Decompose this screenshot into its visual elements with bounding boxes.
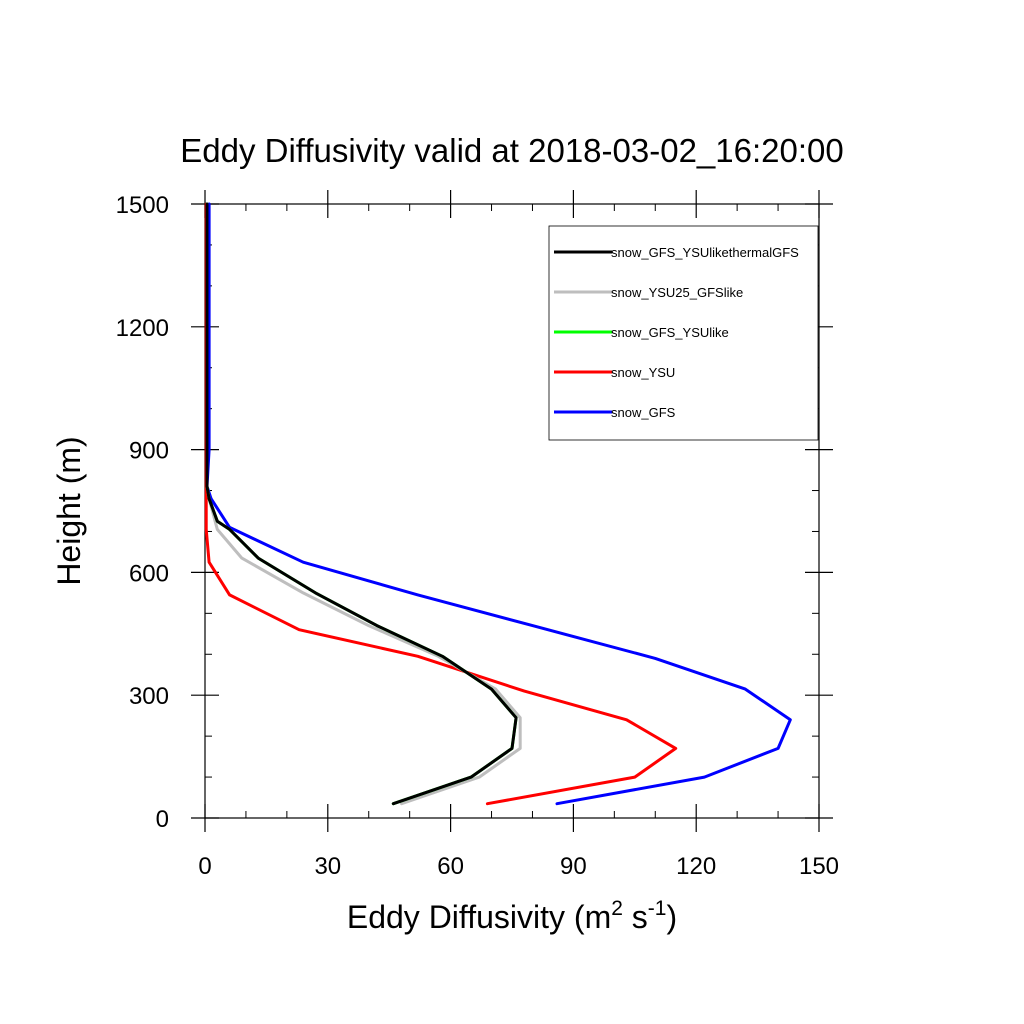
y-tick-label: 600 xyxy=(129,560,169,587)
x-tick-labels: 0 30 60 90 120 150 xyxy=(198,853,839,880)
y-tick-label: 0 xyxy=(156,806,169,833)
y-tick-labels: 0 300 600 900 1200 1500 xyxy=(116,192,169,833)
x-tick-label: 120 xyxy=(676,853,716,880)
y-axis-label: Height (m) xyxy=(51,436,87,585)
series-line-snow_GFS_YSUlikethermalGFS xyxy=(205,202,518,806)
x-axis-label-end: ) xyxy=(666,899,677,935)
x-axis-label-sup2: -1 xyxy=(648,897,667,920)
x-tick-label: 30 xyxy=(314,853,341,880)
legend-items: snow_GFS_YSUlikethermalGFS snow_YSU25_GFS… xyxy=(554,245,799,420)
x-tick-label: 150 xyxy=(799,853,839,880)
series-line-snow_YSU25_GFSlike xyxy=(205,202,522,806)
legend-label: snow_YSU xyxy=(611,365,675,380)
legend: snow_GFS_YSUlikethermalGFS snow_YSU25_GFS… xyxy=(548,225,819,441)
series-line-snow_GFS_YSUlike xyxy=(205,202,518,806)
x-axis-label-main: Eddy Diffusivity (m xyxy=(347,899,611,935)
y-tick-label: 1500 xyxy=(116,192,169,219)
x-axis-label-mid: s xyxy=(623,899,648,935)
axis-ticks xyxy=(191,190,833,832)
series-lines xyxy=(204,202,792,806)
y-tick-label: 300 xyxy=(129,683,169,710)
x-tick-label: 0 xyxy=(198,853,211,880)
series-line-snow_GFS xyxy=(205,202,792,806)
y-tick-label: 1200 xyxy=(116,315,169,342)
chart-title: Eddy Diffusivity valid at 2018-03-02_16:… xyxy=(180,132,843,169)
x-axis-label: Eddy Diffusivity (m2 s-1) xyxy=(347,897,677,935)
x-tick-label: 60 xyxy=(437,853,464,880)
legend-label: snow_GFS_YSUlikethermalGFS xyxy=(611,245,799,260)
legend-label: snow_GFS_YSUlike xyxy=(611,325,729,340)
legend-label: snow_GFS xyxy=(611,405,676,420)
y-tick-label: 900 xyxy=(129,438,169,465)
x-axis-label-sup1: 2 xyxy=(611,897,623,920)
legend-label: snow_YSU25_GFSlike xyxy=(611,285,743,300)
x-tick-label: 90 xyxy=(560,853,587,880)
